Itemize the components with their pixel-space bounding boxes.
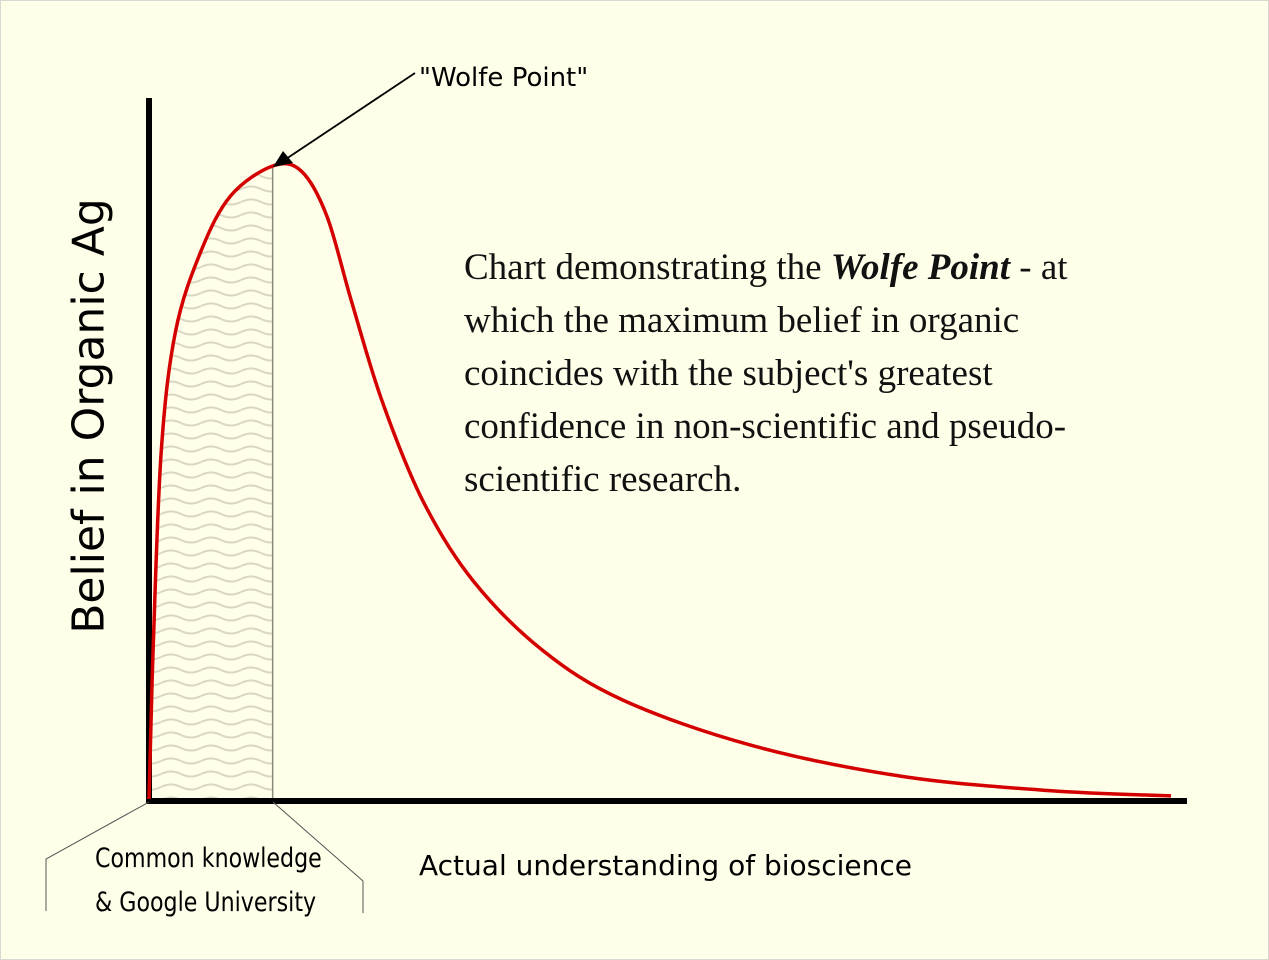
region-bracket-left — [45, 801, 150, 911]
description-text: Chart demonstrating the — [464, 247, 831, 288]
annotation-arrow-line — [285, 72, 416, 160]
region-label-line-1: Common knowledge — [95, 843, 322, 874]
description-text-rest: - at which the maximum belief in organic… — [464, 247, 1068, 500]
shaded-region-label: Common knowledge & Google University — [95, 837, 322, 925]
belief-curve — [147, 161, 1172, 800]
region-label-line-2: & Google University — [95, 887, 317, 918]
chart-description: Chart demonstrating the Wolfe Point - at… — [464, 241, 1164, 506]
description-emphasis: Wolfe Point — [830, 247, 1011, 288]
arrow-head-icon — [273, 151, 293, 167]
shaded-region — [149, 166, 273, 799]
wolfe-point-annotation: "Wolfe Point" — [419, 63, 589, 93]
region-bracket-right — [272, 801, 364, 913]
y-axis-label: Belief in Organic Ag — [63, 198, 115, 634]
x-axis-label: Actual understanding of bioscience — [419, 849, 912, 882]
